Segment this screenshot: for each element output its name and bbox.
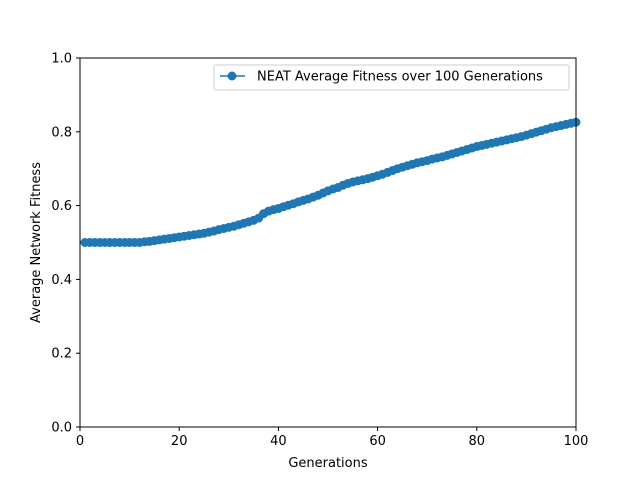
x-axis-label: Generations [288, 456, 368, 471]
axes [79, 57, 577, 428]
y-tick-label: 0.2 [51, 347, 72, 362]
x-tick-label: 20 [171, 434, 188, 449]
plot-frame [79, 57, 577, 428]
legend-entry-label: NEAT Average Fitness over 100 Generation… [257, 70, 543, 85]
y-axis-ticks: 0.0 0.2 0.4 0.6 0.8 1.0 [51, 52, 80, 436]
y-tick-label: 0.4 [51, 273, 72, 288]
plot-marks [80, 117, 581, 247]
x-tick-label: 80 [469, 434, 486, 449]
y-tick-label: 0.6 [51, 199, 72, 214]
x-tick-label: 0 [76, 434, 84, 449]
x-tick-label: 100 [564, 434, 589, 449]
y-tick-label: 0.0 [51, 421, 72, 436]
x-tick-label: 60 [369, 434, 386, 449]
y-axis-label: Average Network Fitness [29, 162, 44, 323]
x-axis-ticks: 0 20 40 60 80 100 [76, 427, 589, 449]
y-tick-label: 1.0 [51, 52, 72, 67]
legend-box [213, 64, 570, 91]
legend: NEAT Average Fitness over 100 Generation… [213, 64, 570, 91]
x-tick-label: 40 [270, 434, 287, 449]
legend-marker-swatch [227, 71, 237, 81]
y-tick-label: 0.8 [51, 125, 72, 140]
